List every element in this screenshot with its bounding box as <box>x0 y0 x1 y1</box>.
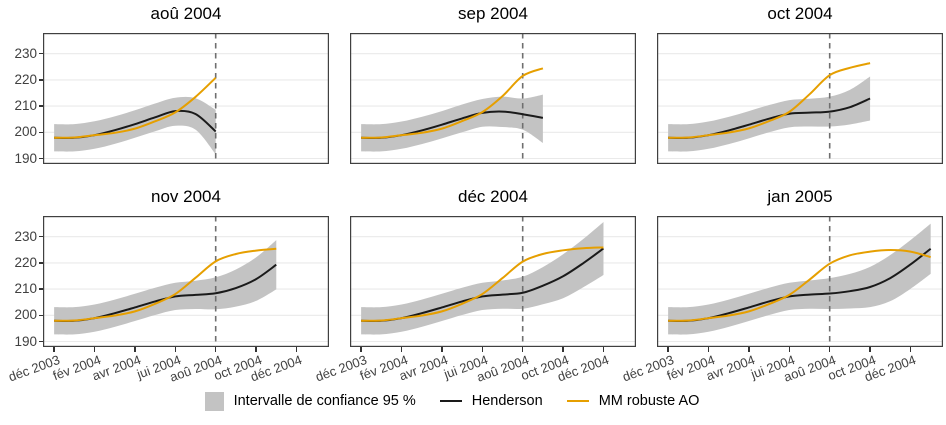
x-axis-tick <box>909 347 912 352</box>
x-axis-tick <box>562 347 564 352</box>
plot-panel-sep-2004 <box>350 33 636 164</box>
y-axis-tick <box>38 157 43 160</box>
mm-robuste-ao-line <box>54 247 277 322</box>
panel-border <box>43 33 329 164</box>
x-axis-tick <box>602 347 605 352</box>
facet-title-jan-2005: jan 2005 <box>767 187 833 206</box>
plot-panel-oct-2004 <box>657 33 943 164</box>
facet-title-sep-2004: sep 2004 <box>458 4 528 23</box>
y-axis-tick <box>38 131 43 133</box>
panel-border <box>350 33 636 164</box>
x-axis-tick <box>134 347 136 352</box>
mm-robuste-ao-line <box>668 62 871 139</box>
x-axis-tick <box>748 347 750 352</box>
x-axis-tick <box>521 347 524 352</box>
panel-border <box>43 216 329 347</box>
legend-label-mm-robuste-ao: MM robuste AO <box>598 393 700 409</box>
x-axis-tick <box>295 347 298 352</box>
plot-panel-dec-2004 <box>350 216 636 347</box>
y-axis-tick <box>38 236 43 238</box>
x-axis-tick <box>360 347 362 352</box>
mm-robuste-ao-line <box>668 249 931 322</box>
y-axis-label: 200 <box>14 307 37 323</box>
y-axis-label: 200 <box>14 124 37 140</box>
mm-robuste-ao-line <box>54 77 217 139</box>
x-axis-tick <box>93 347 96 352</box>
plot-panel-nov-2004 <box>43 216 329 347</box>
panel-border <box>350 216 636 347</box>
x-axis-tick <box>53 347 55 352</box>
mm-robuste-ao-line <box>361 67 544 139</box>
facet-title-dec-2004: déc 2004 <box>458 187 528 206</box>
mm-robuste-ao-key-line <box>566 399 589 403</box>
x-axis-tick <box>174 347 176 352</box>
x-axis-tick <box>828 347 831 352</box>
x-axis-tick <box>481 347 483 352</box>
y-axis-label: 190 <box>14 150 37 166</box>
plot-panel-jan-2005 <box>657 216 943 347</box>
x-axis-tick <box>869 347 871 352</box>
y-axis-label: 230 <box>14 228 37 244</box>
confidence-band <box>668 223 931 335</box>
legend: Intervalle de confiance 95 % Henderson M… <box>0 389 904 413</box>
y-axis-label: 210 <box>14 281 37 297</box>
mm-robuste-ao-line <box>361 246 604 322</box>
legend-label-ci: Intervalle de confiance 95 % <box>233 393 416 409</box>
y-axis-label: 220 <box>14 254 37 270</box>
x-axis-tick <box>400 347 403 352</box>
y-axis-label: 210 <box>14 98 37 114</box>
facet-title-nov-2004: nov 2004 <box>151 187 221 206</box>
y-axis-tick <box>38 79 43 81</box>
confidence-band <box>361 94 543 152</box>
plot-panel-aou-2004 <box>43 33 329 164</box>
facet-title-aou-2004: aoû 2004 <box>150 4 222 23</box>
x-axis-tick <box>441 347 443 352</box>
y-axis-tick <box>38 53 43 55</box>
panel-border <box>657 33 943 164</box>
legend-label-henderson: Henderson <box>471 393 543 409</box>
panel-border <box>657 216 943 347</box>
confidence-band <box>54 240 277 335</box>
confidence-band <box>361 222 604 335</box>
x-axis-tick <box>214 347 217 352</box>
y-axis-label: 230 <box>14 45 37 61</box>
y-axis-tick <box>38 288 43 290</box>
x-axis-tick <box>667 347 669 352</box>
y-axis-tick <box>38 262 43 264</box>
x-axis-tick <box>707 347 710 352</box>
y-axis-label: 220 <box>14 71 37 87</box>
x-axis-tick <box>788 347 790 352</box>
x-axis-tick <box>255 347 257 352</box>
y-axis-tick <box>38 105 43 107</box>
y-axis-tick <box>38 340 43 343</box>
y-axis-label: 190 <box>14 333 37 349</box>
ci-band-swatch <box>204 391 224 411</box>
facet-title-oct-2004: oct 2004 <box>767 4 833 23</box>
henderson-key-line <box>439 399 462 403</box>
y-axis-tick <box>38 314 43 316</box>
